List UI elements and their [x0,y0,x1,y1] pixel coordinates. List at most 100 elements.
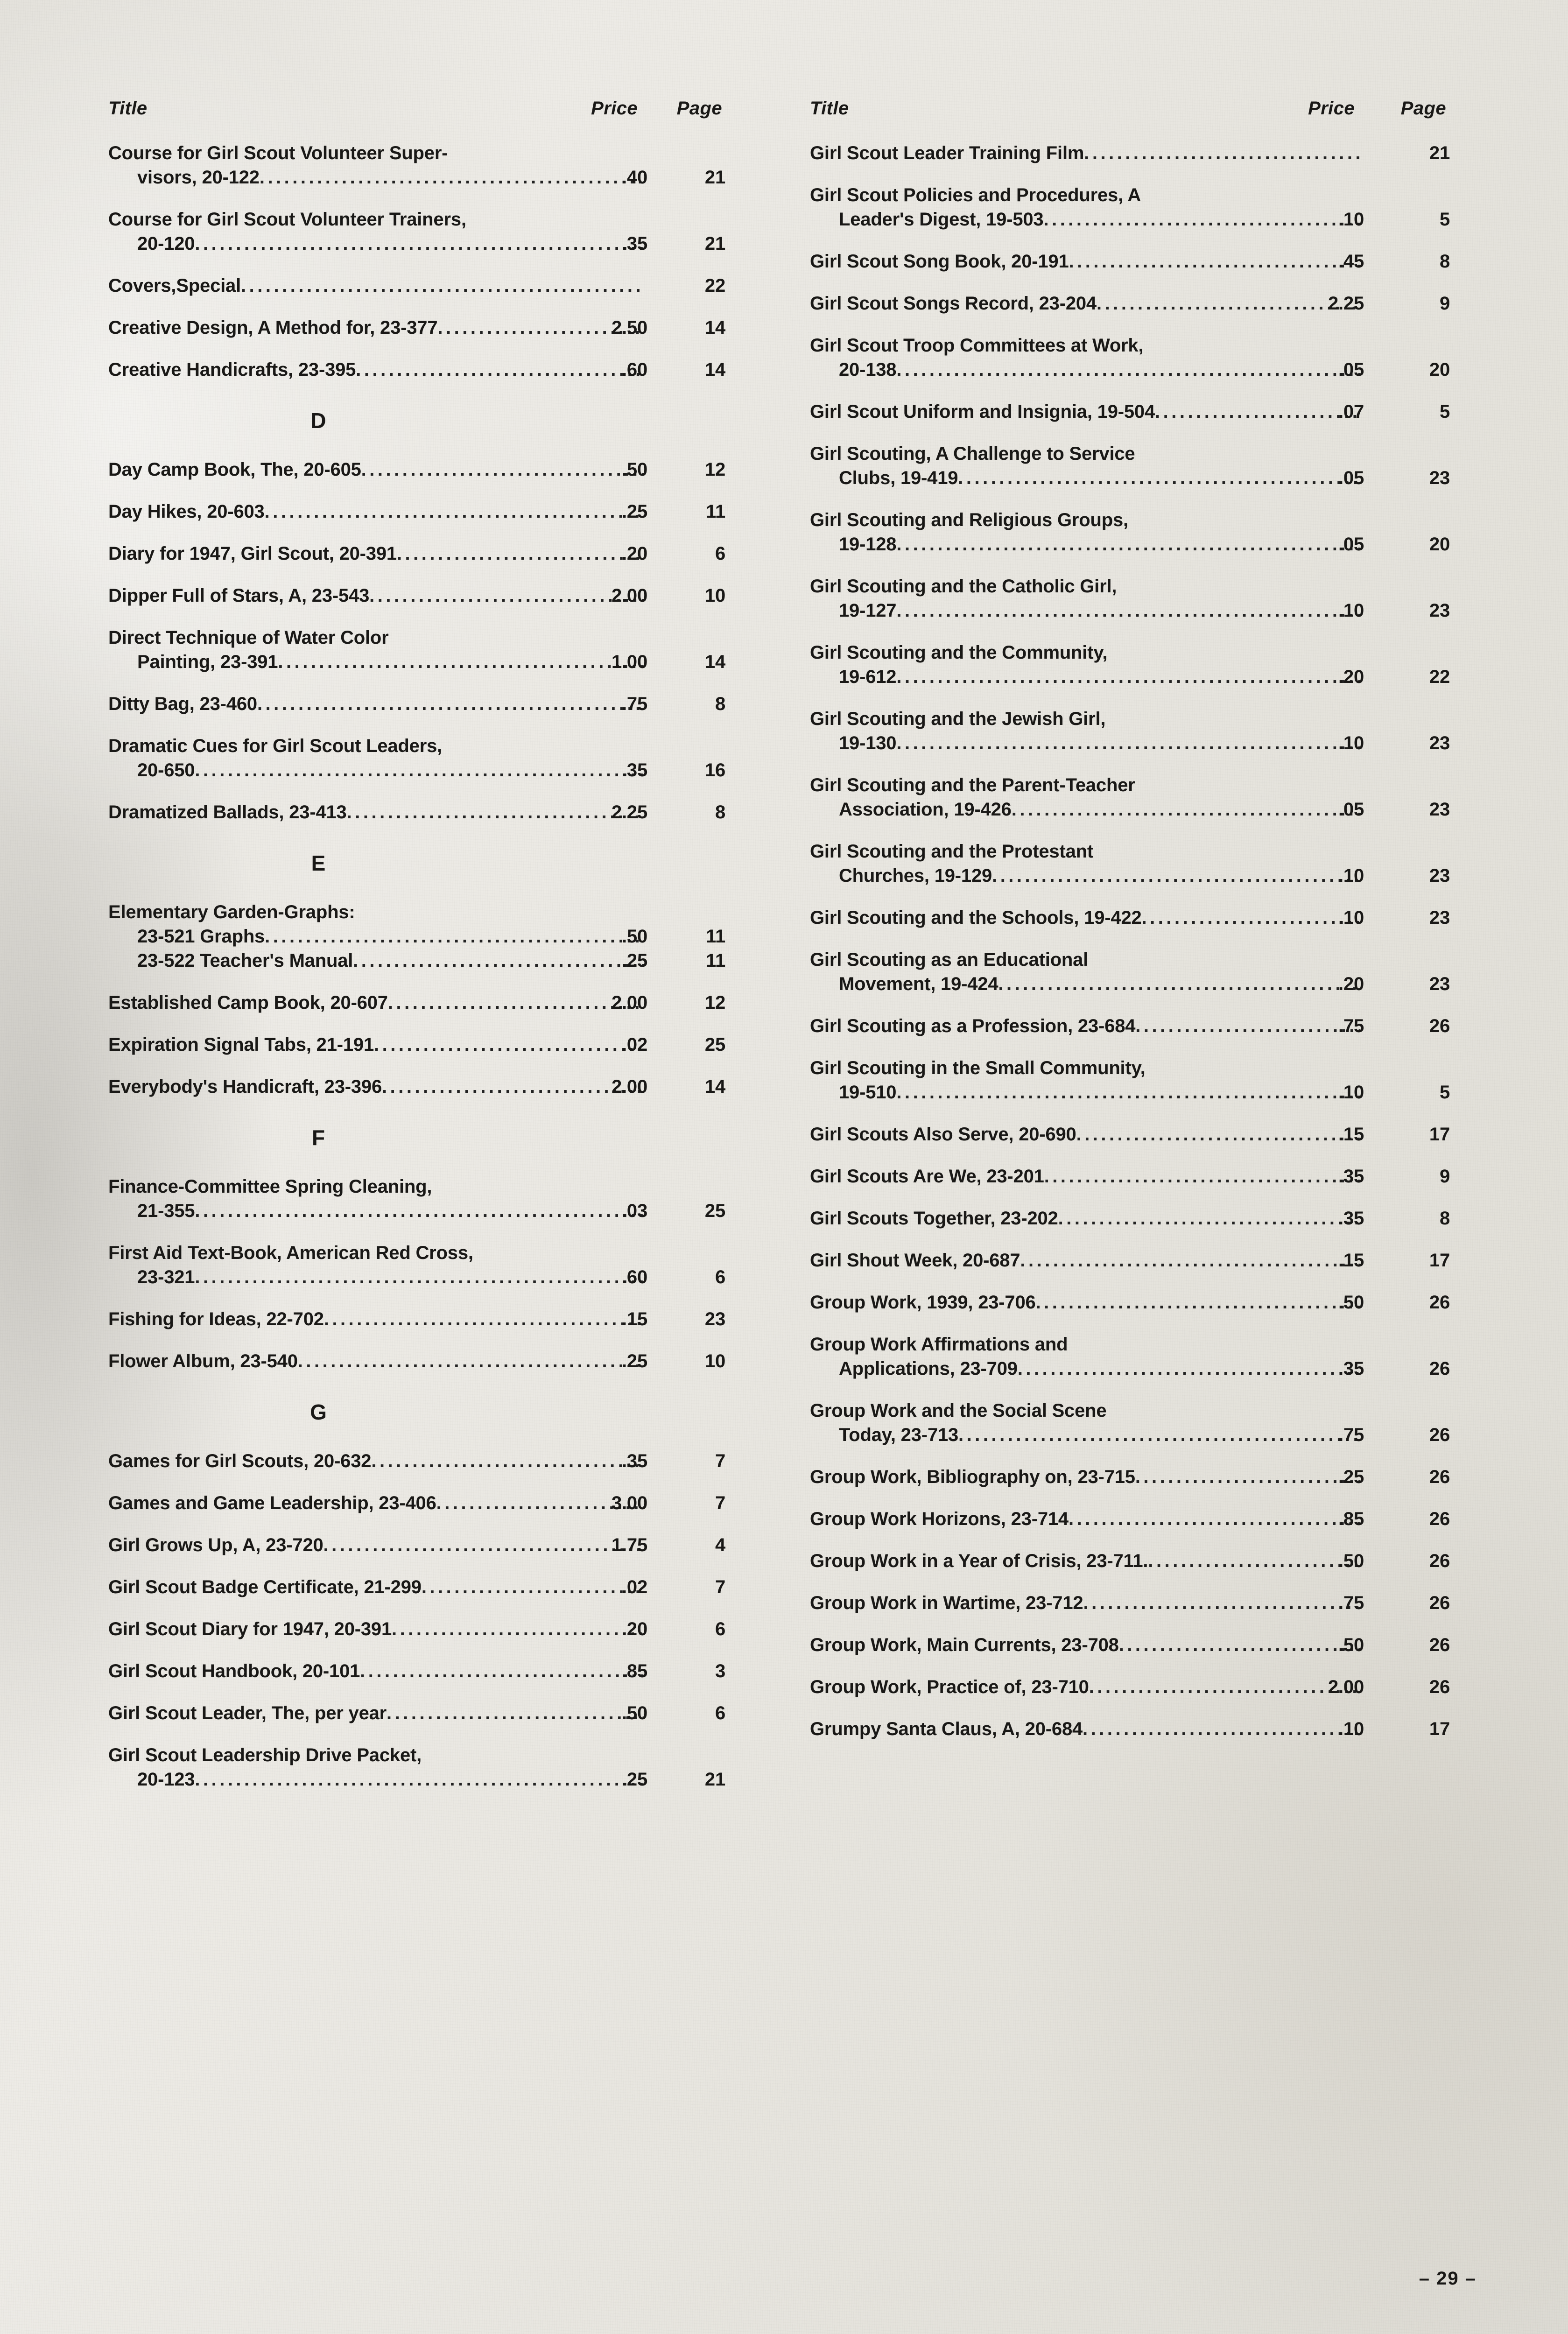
entry-title-text: 20-123 [137,1769,195,1790]
entry-price: .20 [621,1619,647,1639]
entry-page-number: 17 [1429,1124,1450,1145]
index-entry[interactable]: Dipper Full of Stars, A, 23-543.........… [108,584,729,608]
index-entry[interactable]: Girl Scout Badge Certificate, 21-299....… [108,1575,729,1599]
entry-page-number: 9 [1439,293,1450,314]
dot-leader: ........................................… [346,802,644,823]
dot-leader: ........................................… [436,1493,644,1513]
entry-price: .10 [1338,865,1364,886]
entry-line: Girl Scout Badge Certificate, 21-299....… [108,1575,729,1599]
index-entry[interactable]: Covers,Special..........................… [108,274,729,298]
entry-page-number: 14 [704,1076,725,1097]
entry-page-number: 4 [715,1535,725,1555]
index-entry[interactable]: Group Work, 1939, 23-706................… [810,1290,1452,1315]
index-entry[interactable]: First Aid Text-Book, American Red Cross,… [108,1241,729,1289]
index-entry[interactable]: Girl Scouting and the Catholic Girl, 19-1… [810,574,1452,623]
index-entry[interactable]: Girl Scouts Together, 23-202............… [810,1206,1452,1230]
index-entry[interactable]: Grumpy Santa Claus, A, 20-684...........… [810,1717,1452,1741]
index-entry[interactable]: Group Work Affirmations and Applications,… [810,1332,1452,1381]
index-entry[interactable]: Ditty Bag, 23-460.......................… [108,692,729,716]
index-entry[interactable]: Flower Album, 23-540....................… [108,1349,729,1373]
index-entry[interactable]: Girl Scout Diary for 1947, 20-391.......… [108,1617,729,1641]
entry-title-text: Girl Scouting and Religious Groups, [810,510,1128,530]
index-entry[interactable]: Girl Scout Uniform and Insignia, 19-504.… [810,400,1452,424]
index-entry[interactable]: Girl Scouting and the Jewish Girl, 19-130… [810,707,1452,755]
index-entry[interactable]: Direct Technique of Water Color Painting,… [108,626,729,674]
entry-price: .75 [621,694,647,714]
index-entry[interactable]: Girl Scouting and the Schools, 19-422...… [810,906,1452,930]
index-entry[interactable]: Dramatized Ballads, 23-413..............… [108,800,729,824]
entry-line: Fishing for Ideas, 22-702...............… [108,1307,729,1331]
index-entry[interactable]: Course for Girl Scout Volunteer Trainers… [108,207,729,256]
index-entry[interactable]: Creative Design, A Method for, 23-377...… [108,316,729,340]
index-entry[interactable]: Finance-Committee Spring Cleaning, 21-355… [108,1174,729,1223]
dot-leader: ........................................… [356,359,644,380]
index-entry[interactable]: Games and Game Leadership, 23-406.......… [108,1491,729,1515]
index-entry[interactable]: Group Work Horizons, 23-714.............… [810,1507,1452,1531]
entry-page-number: 26 [1429,1509,1450,1529]
index-entry[interactable]: Girl Grows Up, A, 23-720................… [108,1533,729,1557]
index-entry[interactable]: Girl Scouting as a Profession, 23-684...… [810,1014,1452,1038]
entry-price: .25 [1338,1467,1364,1487]
entry-title-text: Grumpy Santa Claus, A, 20-684 [810,1719,1083,1739]
entry-price: .85 [621,1661,647,1681]
index-entry[interactable]: Elementary Garden-Graphs: 23-521 Graphs..… [108,900,729,973]
entry-title-text: Girl Scout Troop Committees at Work, [810,335,1144,356]
dot-leader: ........................................… [278,652,644,672]
entry-line: Girl Grows Up, A, 23-720................… [108,1533,729,1557]
entry-price: .50 [1338,1551,1364,1571]
entry-page-number: 6 [715,1703,725,1723]
entry-price: .20 [1338,974,1364,994]
index-entry[interactable]: Established Camp Book, 20-607...........… [108,991,729,1015]
index-entry[interactable]: Day Camp Book, The, 20-605..............… [108,457,729,482]
dot-leader: ........................................… [353,950,644,971]
index-entry[interactable]: Diary for 1947, Girl Scout, 20-391......… [108,541,729,566]
index-entry[interactable]: Fishing for Ideas, 22-702...............… [108,1307,729,1331]
index-entry[interactable]: Girl Scouts Also Serve, 20-690..........… [810,1122,1452,1146]
index-entry[interactable]: Girl Shout Week, 20-687.................… [810,1248,1452,1272]
index-entry[interactable]: Girl Scouting and Religious Groups, 19-12… [810,508,1452,556]
entry-line: Girl Scouting and the Schools, 19-422...… [810,906,1452,930]
index-entry[interactable]: Girl Scouts Are We, 23-201..............… [810,1164,1452,1188]
index-entry[interactable]: Girl Scout Leadership Drive Packet, 20-12… [108,1743,729,1792]
header-page-label: Page [1400,98,1446,119]
index-entry[interactable]: Creative Handicrafts, 23-395............… [108,358,729,382]
index-entry[interactable]: Girl Scouting and the Parent-Teacher Asso… [810,773,1452,822]
index-entry[interactable]: Expiration Signal Tabs, 21-191..........… [108,1033,729,1057]
index-entry[interactable]: Girl Scout Troop Committees at Work, 20-1… [810,333,1452,382]
entry-line: Finance-Committee Spring Cleaning, [108,1174,729,1199]
index-entry[interactable]: Group Work in Wartime, 23-712...........… [810,1591,1452,1615]
index-entry[interactable]: Everybody's Handicraft, 23-396..........… [108,1075,729,1099]
entry-line: 21-355..................................… [108,1199,729,1223]
index-entry[interactable]: Girl Scout Leader, The, per year........… [108,1701,729,1725]
index-entry[interactable]: Girl Scouting and the Community, 19-612..… [810,640,1452,689]
entry-title-text: Leader's Digest, 19-503 [839,209,1044,230]
index-entry[interactable]: Dramatic Cues for Girl Scout Leaders, 20-… [108,734,729,782]
index-entry[interactable]: Girl Scout Songs Record, 23-204.........… [810,291,1452,316]
index-entry[interactable]: Group Work, Main Currents, 23-708.......… [810,1633,1452,1657]
entry-line: Everybody's Handicraft, 23-396..........… [108,1075,729,1099]
index-entry[interactable]: Girl Scout Policies and Procedures, A Lea… [810,183,1452,232]
index-entry[interactable]: Day Hikes, 20-603.......................… [108,499,729,524]
index-entry[interactable]: Girl Scout Handbook, 20-101.............… [108,1659,729,1683]
entry-line: Group Work in a Year of Crisis, 23-711..… [810,1549,1452,1573]
entry-title-text: Girl Scouts Also Serve, 20-690 [810,1124,1076,1145]
index-entry[interactable]: Girl Scouting and the Protestant Churches… [810,839,1452,888]
entry-page-number: 23 [1429,733,1450,753]
entry-price: .10 [1338,1082,1364,1103]
index-entry[interactable]: Group Work in a Year of Crisis, 23-711..… [810,1549,1452,1573]
index-entry[interactable]: Girl Scouting in the Small Community, 19-… [810,1056,1452,1104]
entry-line: Expiration Signal Tabs, 21-191..........… [108,1033,729,1057]
index-entry[interactable]: Girl Scouting as an Educational Movement,… [810,948,1452,996]
index-entry[interactable]: Girl Scouting, A Challenge to Service Clu… [810,442,1452,490]
index-entry[interactable]: Group Work, Bibliography on, 23-715.....… [810,1465,1452,1489]
index-entry[interactable]: Course for Girl Scout Volunteer Super-vi… [108,141,729,190]
entry-title-text: Girl Scout Badge Certificate, 21-299 [108,1577,422,1597]
index-entry[interactable]: Girl Scout Leader Training Film.........… [810,141,1452,165]
index-entry[interactable]: Games for Girl Scouts, 20-632...........… [108,1449,729,1473]
entry-price: .10 [1338,1719,1364,1739]
index-entry[interactable]: Group Work and the Social Scene Today, 23… [810,1399,1452,1447]
index-entry[interactable]: Girl Scout Song Book, 20-191............… [810,249,1452,274]
entry-price: .02 [621,1034,647,1055]
entry-page-number: 8 [715,694,725,714]
index-entry[interactable]: Group Work, Practice of, 23-710.........… [810,1675,1452,1699]
